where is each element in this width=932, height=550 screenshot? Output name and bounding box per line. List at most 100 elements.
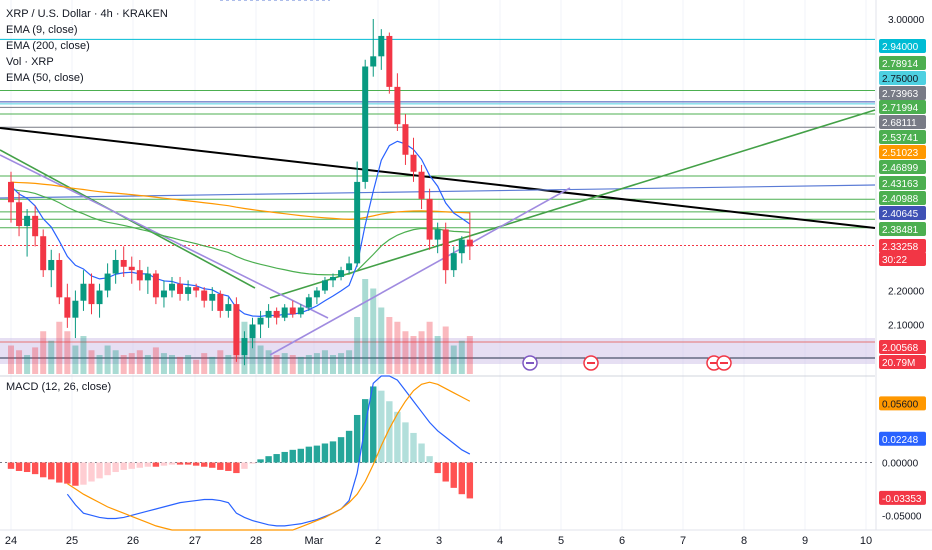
price-badge	[879, 71, 926, 85]
volume-bar	[370, 288, 377, 374]
price-badge-label: 2.46899	[882, 163, 919, 174]
price-badge	[879, 86, 926, 100]
candle-body	[24, 215, 31, 227]
macd-histogram-bar	[273, 454, 280, 463]
candle-body	[72, 300, 79, 318]
macd-histogram-bar	[442, 462, 449, 482]
macd-histogram-bar	[56, 462, 63, 483]
price-badge	[879, 176, 926, 190]
candle-body	[32, 215, 39, 237]
time-tick-label: 8	[741, 535, 747, 547]
time-tick-label: 5	[558, 535, 564, 547]
macd-histogram-bar	[168, 462, 176, 465]
macd-histogram-bar	[466, 462, 474, 499]
candle-body	[16, 202, 23, 227]
candle-body	[458, 239, 465, 254]
price-badge	[879, 56, 926, 70]
macd-histogram-bar	[233, 462, 240, 474]
price-badge	[879, 355, 926, 369]
price-badge-label: 2.51023	[882, 148, 919, 159]
volume-bar	[338, 353, 345, 374]
macd-histogram-bar	[192, 462, 200, 466]
volume-bar	[346, 350, 353, 374]
time-tick-label: 10	[860, 535, 872, 547]
macd-tick-label: 0.00000	[882, 459, 919, 470]
candle-body	[370, 56, 377, 67]
candle-body	[56, 259, 63, 298]
macd-histogram-bar	[176, 462, 184, 465]
ema50-legend[interactable]: EMA (50, close)	[6, 72, 84, 84]
volume-bar	[313, 353, 320, 374]
price-badge	[879, 191, 926, 205]
candle-body	[418, 171, 425, 199]
volume-bar	[193, 359, 200, 374]
volume-bar	[56, 321, 63, 374]
volume-legend[interactable]: Vol · XRP	[6, 56, 54, 68]
candle-body	[136, 270, 143, 281]
volume-bar	[185, 355, 192, 374]
macd-histogram-bar	[23, 462, 31, 473]
volume-bar	[321, 350, 328, 374]
volume-bar	[40, 331, 47, 374]
volume-bar	[177, 356, 184, 374]
candle-body	[394, 86, 401, 125]
price-badge-label: 2.78914	[882, 59, 919, 70]
ema9-legend[interactable]: EMA (9, close)	[6, 24, 78, 36]
candle-body	[112, 259, 119, 274]
candle-body	[96, 290, 103, 305]
macd-histogram-bar	[434, 462, 441, 474]
candle-body	[362, 66, 369, 182]
macd-badge	[879, 431, 926, 446]
macd-histogram-bar	[265, 456, 272, 463]
volume-bar	[32, 347, 39, 374]
volume-bar	[289, 355, 296, 374]
macd-histogram-bar	[88, 462, 95, 482]
volume-bar	[273, 355, 280, 374]
macd-histogram-bar	[64, 462, 71, 484]
volume-bar	[297, 356, 304, 374]
volume-bar	[305, 355, 312, 374]
volume-bar	[209, 356, 216, 374]
candle-body	[402, 124, 409, 155]
macd-histogram-bar	[353, 414, 361, 463]
macd-tick-label: 0.02248	[882, 435, 919, 446]
price-badge-label: 2.75000	[882, 74, 919, 85]
macd-histogram-bar	[15, 462, 23, 471]
macd-histogram-bar	[7, 462, 15, 469]
price-badge	[879, 239, 926, 253]
macd-tick-label: 0.05600	[882, 399, 919, 410]
macd-histogram-bar	[410, 432, 417, 463]
candle-body	[233, 304, 240, 356]
candle-body	[177, 283, 184, 294]
price-tick-label: 2.20000	[888, 287, 925, 298]
macd-signal-line	[67, 381, 471, 531]
price-badge	[879, 206, 926, 220]
macd-histogram-bar	[96, 462, 103, 479]
price-badge-label: 2.43163	[882, 179, 919, 190]
macd-legend[interactable]: MACD (12, 26, close)	[6, 381, 112, 393]
macd-histogram-bar	[378, 390, 385, 463]
macd-histogram-bar	[152, 462, 160, 467]
candle-body	[466, 239, 473, 247]
candle-body	[450, 253, 457, 271]
symbol-title[interactable]: XRP / U.S. Dollar · 4h · KRAKEN	[6, 8, 168, 20]
price-badge-label: 2.33258	[882, 242, 919, 253]
macd-histogram-bar	[217, 462, 224, 470]
time-tick-label: 26	[127, 535, 139, 547]
macd-histogram-bar	[48, 462, 55, 480]
chart-legend: XRP / U.S. Dollar · 4h · KRAKEN EMA (9, …	[6, 6, 168, 86]
volume-bar	[281, 353, 288, 374]
volume-bar	[8, 345, 14, 374]
candle-body	[80, 283, 87, 301]
candle-body	[209, 293, 216, 301]
trendline-purple-down	[0, 154, 329, 319]
ema200-legend[interactable]: EMA (200, close)	[6, 40, 90, 52]
candle-body	[249, 324, 256, 339]
macd-histogram-bar	[80, 462, 87, 485]
volume-bar	[354, 317, 361, 374]
macd-histogram-bar	[362, 399, 369, 463]
candle-body	[40, 236, 47, 271]
macd-tick-label: -0.05000	[882, 511, 922, 522]
volume-bar	[225, 355, 232, 374]
